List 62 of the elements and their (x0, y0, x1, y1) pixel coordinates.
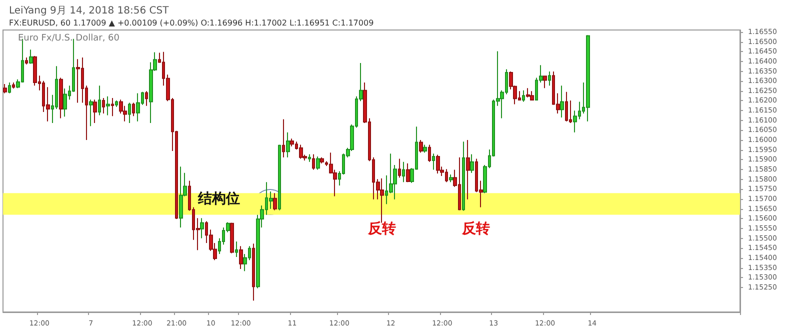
candlestick (466, 140, 470, 200)
candlestick (235, 240, 238, 258)
annotation: Euro Fx/U.S. Dollar, 60 (18, 34, 120, 44)
candlestick (76, 58, 80, 104)
candlestick (402, 161, 405, 183)
candlestick (543, 75, 547, 89)
candlestick (522, 90, 525, 102)
candlestick (89, 99, 93, 127)
candlestick (565, 91, 568, 122)
candlestick (179, 166, 183, 228)
candlestick (145, 90, 148, 106)
candlestick (308, 154, 311, 162)
candlestick (470, 154, 474, 174)
candlestick (25, 57, 28, 65)
candlestick (406, 162, 410, 183)
candlestick (586, 34, 590, 122)
candlestick (320, 156, 324, 164)
candlestick (449, 174, 453, 183)
candlestick (560, 85, 564, 118)
candlestick (102, 97, 105, 114)
candlestick (106, 96, 110, 116)
candlestick (33, 55, 37, 86)
candlestick (115, 100, 118, 108)
candlestick (290, 138, 294, 147)
candlestick (316, 156, 320, 170)
candlestick (436, 154, 440, 174)
candlestick (29, 49, 33, 64)
annotation: 反转 (367, 220, 396, 237)
candlestick (462, 141, 465, 212)
candlestick (239, 246, 243, 270)
candlestick (530, 90, 534, 102)
candlestick (526, 88, 530, 98)
candlestick (200, 218, 204, 239)
annotation: 结构位 (197, 191, 240, 207)
candlestick (8, 82, 11, 94)
candlestick (286, 132, 290, 158)
candlestick (98, 85, 101, 116)
candlestick (432, 153, 435, 170)
candlestick (299, 144, 303, 160)
candlestick (136, 92, 140, 122)
annotation: 反转 (461, 220, 490, 237)
candlestick (419, 140, 423, 154)
candlestick (282, 118, 285, 158)
candlestick (273, 192, 277, 211)
candlestick (312, 154, 315, 170)
candlestick (93, 99, 97, 124)
candlestick (128, 102, 131, 124)
candlestick (428, 144, 431, 162)
chart-title: LeiYang 9月 14, 2018 18:56 CST (9, 6, 170, 16)
candlestick (63, 88, 67, 118)
candlestick (548, 70, 551, 86)
candlestick (111, 97, 114, 117)
candlestick (3, 84, 7, 94)
candlestick (230, 222, 234, 254)
candlestick (252, 243, 255, 302)
chart-subtitle: FX:EURUSD, 60 1.17009 ▲ +0.00109 (+0.09%) O:1.16996 H:1.17002 L:1.16951 C:1.17009 (9, 18, 374, 28)
candlestick (278, 144, 281, 211)
candlestick (59, 77, 63, 119)
candlestick (12, 82, 15, 90)
candlestick (132, 102, 135, 117)
candlestick (398, 158, 401, 178)
candlestick (423, 144, 427, 154)
